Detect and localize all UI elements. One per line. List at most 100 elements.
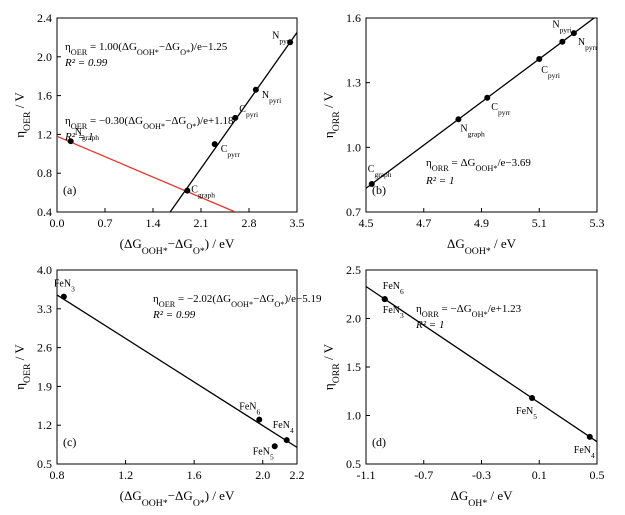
plot-frame: [56, 17, 298, 213]
point-label: Cgraph​: [191, 185, 215, 200]
fit-line: [57, 135, 236, 212]
data-point: [211, 141, 218, 148]
y-tick-label: 1.5: [346, 360, 361, 374]
x-axis-label: (ΔGOOH*​−ΔGO*​) / eV: [120, 236, 235, 257]
y-tick-label: 1.3: [346, 76, 361, 90]
data-point: [252, 86, 259, 93]
data-point: [570, 30, 577, 37]
r-squared: R² = 0.99: [64, 57, 108, 69]
point-label: Cgraph​: [368, 164, 392, 179]
panel-label: (a): [63, 183, 76, 197]
x-tick-label: 0.0: [50, 216, 65, 230]
x-tick-label: 0.1: [532, 468, 547, 482]
fit-equation: ηORR​ = −ΔGOH*​/e+1.23: [416, 303, 522, 319]
plot-frame: [365, 17, 598, 213]
y-tick-label: 1.0: [346, 140, 361, 154]
point-label: Npyri​: [552, 20, 571, 35]
data-point: [381, 296, 388, 303]
panel-a: 0.0 0.7 1.4 2.1 2.8 3.5 0.4 0.8 1.2 1.6 2.0 2.4 (ΔGO…: [12, 11, 305, 257]
point-label: Npyri​: [262, 90, 281, 105]
x-tick-label: 5.3: [590, 216, 605, 230]
y-axis-label: ηOER​ / V: [12, 344, 33, 390]
x-tick-label: -0.7: [414, 468, 433, 482]
x-tick-label: 0.5: [590, 468, 605, 482]
plot-frame: [365, 269, 598, 465]
y-tick-label: 1.6: [346, 11, 361, 25]
data-point: [232, 114, 239, 121]
data-point: [455, 116, 462, 123]
fit-line: [57, 294, 297, 448]
x-axis-label: ΔGOH*​ / eV: [451, 488, 514, 509]
x-tick-label: 1.4: [146, 216, 161, 230]
x-tick-label: 0.7: [98, 216, 113, 230]
point-label: Cpyrr​: [491, 102, 511, 117]
data-point: [60, 293, 67, 300]
point-label: FeN3​: [54, 279, 75, 294]
fit-equation: ηOER​ = 1.00(ΔGOOH*​−ΔGO*​)/e−1.25: [65, 41, 228, 57]
plot-frame: [56, 269, 298, 465]
y-tick-label: 1.2: [37, 127, 52, 141]
x-tick-label: 1.2: [118, 468, 133, 482]
point-label: Ngraph​: [75, 127, 100, 142]
r-squared: R² = 1: [425, 175, 454, 187]
x-tick-label: 2.8: [242, 216, 257, 230]
panel-b: 4.5 4.7 4.9 5.1 5.3 0.7 1.0 1.3 1.6 ΔGOOH*​ / eV η…: [321, 11, 605, 257]
x-tick-label: 4.9: [474, 216, 489, 230]
point-label: FeN4​: [273, 420, 294, 435]
y-tick-label: 1.2: [37, 418, 52, 432]
fit-equation: ηORR​ = ΔGOOH*​/e−3.69: [426, 157, 531, 173]
panel-c: 0.8 1.2 1.6 2.0 2.2 0.5 1.2 1.9 2.6 3.3 4.0 (ΔGOOH*…: [12, 263, 322, 509]
y-tick-label: 3.3: [37, 302, 52, 316]
fit-line: [169, 32, 297, 212]
y-tick-label: 0.8: [37, 166, 52, 180]
y-axis-label: ηOER​ / V: [12, 92, 33, 138]
x-tick-label: -1.1: [357, 468, 376, 482]
x-tick-label: 5.1: [532, 216, 547, 230]
x-tick-label: 2.1: [194, 216, 209, 230]
data-point: [283, 437, 290, 444]
point-label: FeN3​: [383, 305, 404, 320]
data-point: [67, 138, 74, 145]
y-tick-label: 2.0: [346, 312, 361, 326]
data-point: [256, 416, 263, 423]
data-point: [368, 180, 375, 187]
y-axis-label: ηORR​ / V: [321, 91, 342, 138]
point-label: FeN6​: [239, 402, 260, 417]
data-point: [484, 94, 491, 101]
x-axis-label: (ΔGOOH*​−ΔGO*​) / eV: [120, 488, 235, 509]
fit-equation: ηOER​ = −2.02(ΔGOOH*​−ΔGO*​)/e−5.19: [153, 293, 322, 309]
point-label: FeN4​: [574, 445, 595, 460]
r-squared: R² = 0.99: [152, 309, 196, 321]
y-tick-label: 4.0: [37, 263, 52, 277]
y-tick-label: 2.5: [346, 263, 361, 277]
data-point: [287, 39, 294, 46]
panel-label: (c): [63, 435, 76, 449]
data-point: [271, 443, 278, 450]
panel-label: (b): [372, 183, 386, 197]
point-label: Cpyri​: [239, 104, 258, 119]
y-tick-label: 1.6: [37, 89, 52, 103]
x-tick-label: 4.5: [359, 216, 374, 230]
point-label: FeN6​: [383, 281, 404, 296]
point-label: Cpyrr​: [221, 144, 241, 159]
y-tick-label: 1.0: [346, 409, 361, 423]
point-label: FeN5​: [516, 406, 537, 421]
r-squared: R² = 1: [415, 319, 444, 331]
point-label: FeN5​: [253, 446, 274, 461]
point-label: Ngraph​: [460, 123, 485, 138]
x-tick-label: 2.0: [255, 468, 270, 482]
data-point: [184, 187, 191, 194]
fit-equation: ηOER​ = −0.30(ΔGOOH*​−ΔGO*​)/e+1.18: [65, 115, 234, 131]
fit-line: [366, 18, 596, 189]
panel-d: -1.1 -0.7 -0.3 0.1 0.5 0.5 1.0 1.5 2.0 2.5 ΔGOH*​ …: [321, 263, 605, 509]
y-tick-label: 0.5: [37, 457, 52, 471]
y-tick-label: 1.9: [37, 379, 52, 393]
x-tick-label: 1.6: [187, 468, 202, 482]
data-point: [529, 395, 536, 402]
x-tick-label: 3.5: [290, 216, 305, 230]
y-tick-label: 0.4: [37, 205, 52, 219]
y-tick-label: 0.7: [346, 205, 361, 219]
x-tick-label: 0.8: [50, 468, 65, 482]
y-tick-label: 2.4: [37, 11, 52, 25]
